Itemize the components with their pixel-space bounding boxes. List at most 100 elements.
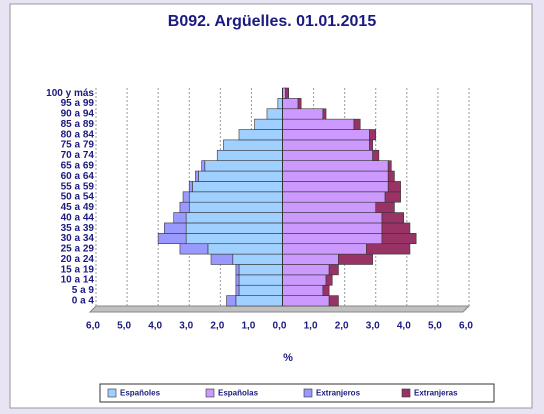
- bar: [282, 118, 355, 130]
- bar: [372, 149, 380, 161]
- legend-swatch: [205, 388, 215, 398]
- y-tick-label: 80 a 84: [61, 129, 95, 140]
- bar: [282, 253, 339, 265]
- bar: [282, 160, 389, 172]
- bar: [387, 160, 392, 172]
- bar: [369, 129, 377, 141]
- bar: [192, 181, 283, 193]
- bar: [282, 129, 370, 141]
- bar: [235, 274, 240, 286]
- legend-label: Extranjeras: [414, 389, 458, 398]
- bar: [282, 139, 370, 151]
- bar: [325, 274, 333, 286]
- bar: [185, 233, 283, 245]
- bar: [297, 98, 302, 110]
- bar: [188, 181, 193, 193]
- y-tick-label: 25 a 29: [61, 244, 95, 255]
- x-axis-label: %: [283, 352, 293, 364]
- bar: [381, 212, 405, 224]
- bar: [282, 274, 327, 286]
- y-tick-label: 95 a 99: [61, 98, 95, 109]
- y-tick-label: 70 a 74: [61, 150, 95, 161]
- bar: [238, 284, 283, 296]
- bar: [282, 191, 386, 203]
- bar: [235, 295, 283, 307]
- bar: [375, 201, 395, 213]
- y-tick-label: 35 a 39: [61, 223, 95, 234]
- plot-floor: [88, 305, 471, 313]
- y-tick-label: 15 a 19: [61, 264, 95, 275]
- bar: [282, 201, 377, 213]
- bar: [282, 264, 330, 276]
- bar: [185, 222, 283, 234]
- bar: [353, 118, 361, 130]
- x-tick-label: 3,0: [366, 321, 380, 332]
- x-tick-label: 5,0: [428, 321, 442, 332]
- bar: [328, 295, 339, 307]
- bar: [173, 212, 187, 224]
- bar: [185, 212, 283, 224]
- y-tick-label: 40 a 44: [61, 212, 95, 223]
- legend-label: Extranjeros: [316, 389, 361, 398]
- x-tick-label: 4,0: [148, 321, 162, 332]
- legend-swatch: [303, 388, 313, 398]
- bar: [232, 253, 283, 265]
- x-tick-label: 3,0: [179, 321, 193, 332]
- y-tick-label: 50 a 54: [61, 192, 95, 203]
- bar: [282, 170, 389, 182]
- bar: [201, 160, 206, 172]
- x-tick-label: 2,0: [210, 321, 224, 332]
- y-tick-label: 65 a 69: [61, 160, 95, 171]
- bar: [282, 243, 367, 255]
- bar: [204, 160, 283, 172]
- bar: [226, 295, 237, 307]
- bar: [216, 149, 283, 161]
- x-tick-label: 1,0: [304, 321, 318, 332]
- y-tick-label: 10 a 14: [61, 275, 95, 286]
- bar: [266, 108, 283, 120]
- bar: [282, 233, 383, 245]
- bar: [223, 139, 283, 151]
- bar: [195, 170, 199, 182]
- bar: [282, 98, 299, 110]
- bar: [179, 201, 190, 213]
- y-tick-label: 0 a 4: [72, 295, 95, 306]
- bar: [182, 191, 190, 203]
- bar: [164, 222, 187, 234]
- legend-swatch: [401, 388, 411, 398]
- y-tick-label: 60 a 64: [61, 171, 95, 182]
- bar: [285, 87, 290, 99]
- y-tick-label: 100 y más: [46, 88, 94, 99]
- bar: [381, 222, 411, 234]
- bar: [188, 191, 283, 203]
- bar: [322, 108, 327, 120]
- x-tick-label: 6,0: [459, 321, 473, 332]
- bar: [210, 253, 234, 265]
- bar: [235, 284, 240, 296]
- x-tick-label: 2,0: [335, 321, 349, 332]
- bar: [328, 264, 339, 276]
- y-tick-label: 85 a 89: [61, 119, 95, 130]
- bar: [366, 243, 411, 255]
- bar: [381, 233, 417, 245]
- legend-label: Españoles: [120, 389, 161, 398]
- bar: [282, 295, 330, 307]
- bar: [235, 264, 240, 276]
- bar: [387, 170, 395, 182]
- bar: [282, 284, 324, 296]
- y-tick-label: 75 a 79: [61, 140, 95, 151]
- x-tick-label: 1,0: [241, 321, 255, 332]
- chart-title: B092. Argüelles. 01.01.2015: [168, 13, 377, 30]
- bar: [157, 233, 187, 245]
- x-tick-label: 0,0: [273, 321, 287, 332]
- y-tick-label: 5 a 9: [72, 285, 95, 296]
- bar: [238, 274, 283, 286]
- bar: [238, 264, 283, 276]
- y-tick-label: 30 a 34: [61, 233, 95, 244]
- bar: [384, 191, 401, 203]
- y-tick-label: 90 a 94: [61, 109, 95, 120]
- bar: [338, 253, 373, 265]
- bar: [198, 170, 283, 182]
- bar: [282, 108, 324, 120]
